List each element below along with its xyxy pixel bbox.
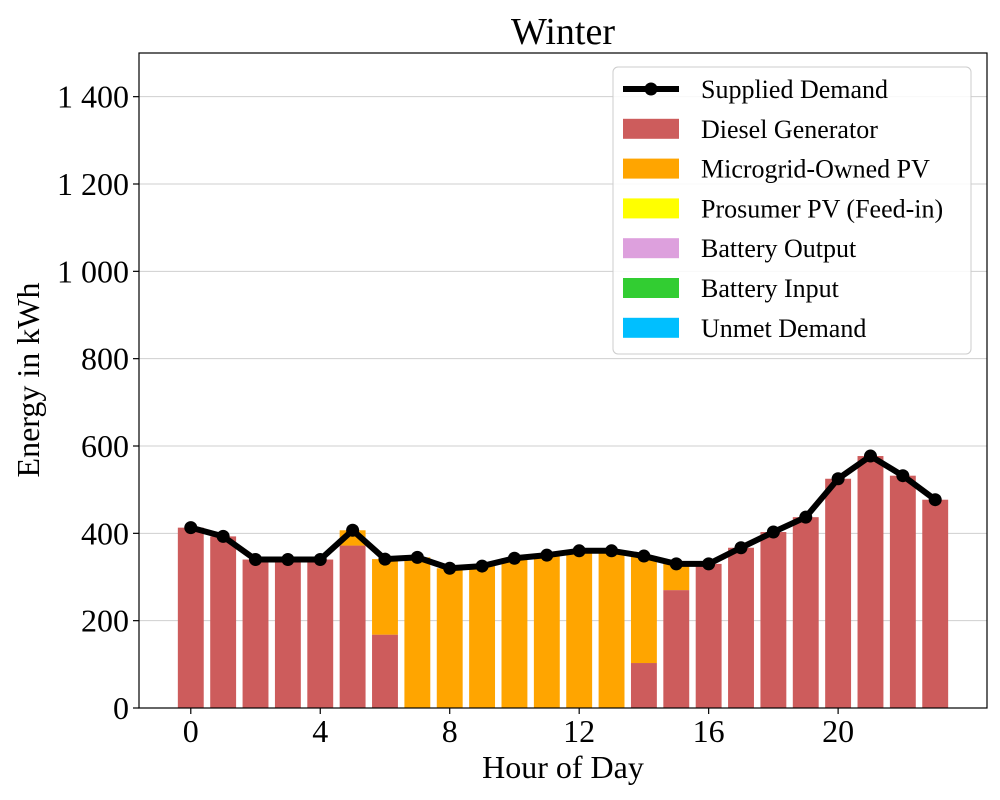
legend-swatch-microgrid-owned-pv bbox=[623, 158, 679, 179]
y-tick-label: 800 bbox=[81, 341, 129, 377]
x-tick-label: 20 bbox=[822, 713, 854, 749]
y-axis-label: Energy in kWh bbox=[10, 283, 46, 478]
legend-label-battery-output: Battery Output bbox=[701, 234, 857, 263]
bar-microgrid-owned-pv bbox=[372, 559, 398, 635]
supplied-demand-point bbox=[896, 469, 910, 483]
bar-diesel-generator bbox=[339, 545, 366, 708]
supplied-demand-point bbox=[766, 525, 780, 539]
bar-diesel-generator bbox=[630, 663, 657, 708]
supplied-demand-point bbox=[378, 552, 392, 566]
bar-diesel-generator bbox=[857, 456, 884, 708]
legend-swatch-battery-input bbox=[623, 278, 679, 298]
supplied-demand-point bbox=[410, 550, 424, 564]
bar-diesel-generator bbox=[760, 532, 787, 708]
x-tick-label: 4 bbox=[312, 713, 328, 749]
chart-title: Winter bbox=[511, 11, 615, 53]
bar-diesel-generator bbox=[922, 499, 949, 708]
legend-label-battery-input: Battery Input bbox=[701, 274, 840, 303]
bar-microgrid-owned-pv bbox=[598, 550, 625, 708]
supplied-demand-point bbox=[443, 561, 457, 575]
supplied-demand-point bbox=[281, 553, 295, 567]
plot-frame bbox=[138, 52, 988, 709]
bar-diesel-generator bbox=[825, 478, 852, 708]
legend: Supplied Demand Diesel Generator Microgrid… bbox=[612, 66, 972, 355]
supplied-demand-point bbox=[184, 521, 198, 535]
supplied-demand-point bbox=[863, 449, 877, 463]
bar-diesel-generator bbox=[242, 559, 269, 708]
legend-swatch-prosumer-pv-feed-in bbox=[623, 198, 679, 219]
legend-label-supplied-demand: Supplied Demand bbox=[701, 75, 888, 104]
bar-microgrid-owned-pv bbox=[566, 550, 593, 708]
legend-label-unmet-demand: Unmet Demand bbox=[701, 314, 866, 343]
supplied-demand-point bbox=[799, 510, 813, 524]
supplied-demand-point bbox=[507, 551, 521, 565]
x-tick-label: 16 bbox=[693, 713, 725, 749]
y-axis-ticks: 0 200 400 600 800 1 000 1 200 1 400 bbox=[57, 79, 139, 726]
supplied-demand-point bbox=[540, 548, 554, 562]
bar-microgrid-owned-pv bbox=[404, 557, 431, 708]
supplied-demand-point bbox=[249, 553, 263, 567]
bar-diesel-generator bbox=[695, 563, 722, 708]
supplied-demand-point bbox=[831, 472, 845, 486]
legend-swatch-battery-output bbox=[623, 238, 679, 259]
bar-diesel-generator bbox=[210, 536, 237, 708]
legend-swatch-unmet-demand bbox=[623, 317, 679, 338]
supplied-demand-point bbox=[313, 553, 327, 567]
bar-diesel-generator bbox=[889, 475, 916, 708]
supplied-demand-point bbox=[928, 493, 942, 507]
supplied-demand-point bbox=[669, 557, 683, 571]
bar-diesel-generator bbox=[372, 634, 398, 708]
y-tick-label: 1 400 bbox=[57, 79, 129, 115]
y-tick-label: 400 bbox=[81, 515, 129, 551]
bar-diesel-generator bbox=[274, 559, 301, 708]
bar-diesel-generator bbox=[728, 547, 754, 708]
y-tick-label: 1 000 bbox=[57, 253, 129, 289]
bar-diesel-generator bbox=[663, 590, 690, 708]
legend-label-diesel-generator: Diesel Generator bbox=[701, 115, 878, 144]
bars bbox=[177, 456, 949, 708]
bar-microgrid-owned-pv bbox=[533, 555, 560, 708]
x-axis-label: Hour of Day bbox=[482, 749, 644, 785]
y-tick-label: 200 bbox=[81, 603, 129, 639]
x-tick-label: 0 bbox=[183, 713, 199, 749]
bar-diesel-generator bbox=[307, 559, 334, 708]
supplied-demand-point bbox=[572, 544, 586, 558]
bar-microgrid-owned-pv bbox=[630, 556, 657, 664]
supplied-demand-point bbox=[702, 557, 716, 571]
x-axis-ticks: 0 4 8 12 16 20 bbox=[183, 708, 854, 749]
legend-label-prosumer-pv-feed-in: Prosumer PV (Feed-in) bbox=[701, 194, 943, 223]
supplied-demand-point bbox=[605, 544, 619, 558]
supplied-demand-point bbox=[734, 541, 748, 555]
x-tick-label: 12 bbox=[563, 713, 595, 749]
supplied-demand-point bbox=[346, 523, 360, 537]
legend-swatch-diesel-generator bbox=[623, 118, 679, 139]
legend-label-microgrid-owned-pv: Microgrid-Owned PV bbox=[701, 155, 930, 184]
supplied-demand-point bbox=[475, 559, 489, 573]
y-tick-label: 600 bbox=[81, 428, 129, 464]
supplied-demand-line bbox=[184, 449, 942, 575]
bar-microgrid-owned-pv bbox=[436, 568, 463, 708]
legend-marker-supplied-demand bbox=[644, 82, 658, 96]
bar-microgrid-owned-pv bbox=[501, 558, 528, 708]
bar-diesel-generator bbox=[792, 517, 819, 708]
supplied-demand-path bbox=[190, 453, 938, 572]
bar-diesel-generator bbox=[177, 527, 204, 708]
supplied-demand-point bbox=[216, 529, 230, 543]
supplied-demand-point bbox=[637, 549, 651, 563]
bar-microgrid-owned-pv bbox=[469, 566, 496, 708]
grid-lines bbox=[139, 96, 987, 622]
x-tick-label: 8 bbox=[442, 713, 458, 749]
y-tick-label: 0 bbox=[113, 690, 129, 726]
y-tick-label: 1 200 bbox=[57, 166, 129, 202]
legend-box bbox=[612, 66, 972, 355]
